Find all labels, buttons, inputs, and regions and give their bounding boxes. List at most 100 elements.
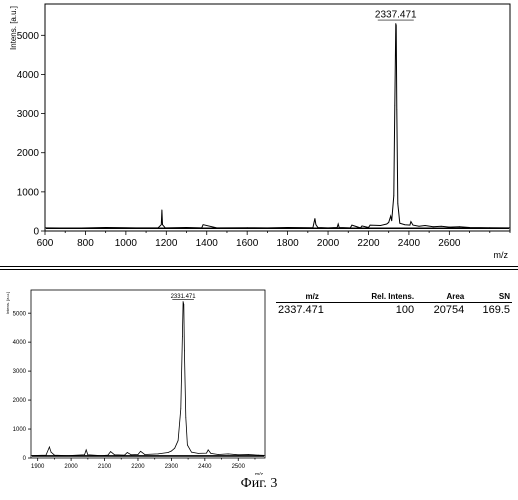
spectrum-chart-top: 0100020003000400050006008001000120014001… — [0, 0, 518, 262]
top-y-tick-label: 1000 — [17, 187, 40, 198]
top-data-point — [510, 227, 511, 228]
zoom-x-tick-label: 2000 — [64, 464, 78, 470]
zoom-data-point — [158, 454, 159, 455]
top-data-point — [161, 209, 162, 210]
zoom-data-point — [138, 454, 139, 455]
zoom-data-point — [265, 455, 266, 456]
zoom-plot-frame — [31, 290, 265, 458]
zoom-data-point — [127, 452, 128, 453]
top-data-point — [404, 224, 405, 225]
zoom-y-tick-label: 4000 — [13, 340, 27, 346]
top-data-point — [419, 226, 420, 227]
zoom-data-point — [140, 451, 141, 452]
table-header-row: m/z Rel. Intens. Area SN — [276, 292, 512, 303]
top-data-point — [201, 227, 202, 228]
top-data-point — [413, 225, 414, 226]
zoom-data-point — [180, 408, 181, 409]
top-data-point — [165, 227, 166, 228]
top-data-point — [136, 227, 137, 228]
top-data-point — [360, 227, 361, 228]
zoom-data-point — [37, 455, 38, 456]
top-x-tick-label: 2400 — [398, 238, 421, 249]
top-data-point — [337, 227, 338, 228]
column-header-area: Area — [416, 292, 466, 303]
top-data-point — [386, 224, 387, 225]
top-x-tick-label: 2600 — [438, 238, 461, 249]
top-x-tick-label: 1800 — [276, 238, 299, 249]
top-data-point — [338, 224, 339, 225]
top-data-point — [162, 224, 163, 225]
top-data-point — [186, 227, 187, 228]
top-plot-frame — [45, 4, 510, 231]
top-data-point — [410, 225, 411, 226]
top-data-point — [425, 225, 426, 226]
top-x-tick-label: 2200 — [357, 238, 380, 249]
zoom-x-axis-label: m/z — [255, 472, 264, 475]
top-data-point — [396, 25, 397, 26]
top-y-tick-label: 5000 — [17, 31, 40, 42]
zoom-data-point — [171, 451, 172, 452]
top-y-axis-label: Intens. [a.u.] — [9, 6, 18, 50]
zoom-data-point — [184, 350, 185, 351]
top-data-point — [328, 227, 329, 228]
top-data-point — [370, 225, 371, 226]
top-data-point — [75, 228, 76, 229]
top-data-point — [216, 227, 217, 228]
zoom-data-point — [178, 440, 179, 441]
top-data-point — [489, 227, 490, 228]
top-data-point — [393, 195, 394, 196]
top-data-point — [267, 227, 268, 228]
zoom-data-point — [144, 454, 145, 455]
zoom-data-point — [185, 417, 186, 418]
spectrum-chart-zoom: 0100020003000400050001900200021002200230… — [0, 280, 275, 475]
top-y-tick-label: 3000 — [17, 109, 40, 120]
top-data-point — [411, 221, 412, 222]
column-header-sn: SN — [466, 292, 512, 303]
column-header-rel-intens: Rel. Intens. — [348, 292, 416, 303]
top-data-point — [391, 220, 392, 221]
zoom-data-point — [238, 454, 239, 455]
top-data-point — [339, 227, 340, 228]
top-data-point — [380, 225, 381, 226]
zoom-data-point — [131, 454, 132, 455]
top-x-tick-label: 1600 — [236, 238, 259, 249]
zoom-data-point — [49, 447, 50, 448]
top-spectrum-line — [45, 24, 510, 229]
top-data-point — [362, 226, 363, 227]
cell-mz: 2337.471 — [276, 303, 348, 317]
zoom-y-tick-label: 5000 — [13, 311, 27, 317]
zoom-data-point — [67, 455, 68, 456]
top-data-point — [316, 224, 317, 225]
top-x-tick-label: 1000 — [115, 238, 138, 249]
zoom-data-point — [183, 304, 184, 305]
top-data-point — [390, 216, 391, 217]
top-data-point — [449, 227, 450, 228]
zoom-data-point — [51, 452, 52, 453]
top-data-point — [394, 105, 395, 106]
zoom-x-tick-label: 1900 — [31, 464, 45, 470]
zoom-spectrum-line — [31, 302, 265, 456]
top-x-tick-label: 800 — [77, 238, 94, 249]
top-data-point — [399, 223, 400, 224]
table-row: 2337.471 100 20754 169.5 — [276, 303, 512, 317]
zoom-data-point — [114, 454, 115, 455]
zoom-data-point — [191, 452, 192, 453]
zoom-data-point — [228, 454, 229, 455]
top-data-point — [247, 227, 248, 228]
top-x-tick-label: 2000 — [317, 238, 340, 249]
zoom-data-point — [124, 455, 125, 456]
zoom-data-point — [218, 454, 219, 455]
zoom-data-point — [87, 454, 88, 455]
top-data-point — [45, 227, 46, 228]
figure-caption: Фиг. 3 — [0, 476, 518, 492]
cell-sn: 169.5 — [466, 303, 512, 317]
zoom-peak-label: 2331.471 — [171, 294, 197, 300]
zoom-x-tick-label: 2100 — [98, 464, 112, 470]
separator-line — [0, 269, 518, 270]
cell-area: 20754 — [416, 303, 466, 317]
zoom-data-point — [258, 455, 259, 456]
zoom-x-tick-label: 2300 — [165, 464, 179, 470]
top-data-point — [469, 227, 470, 228]
top-peak-label: 2337.471 — [375, 10, 417, 21]
top-data-point — [203, 224, 204, 225]
